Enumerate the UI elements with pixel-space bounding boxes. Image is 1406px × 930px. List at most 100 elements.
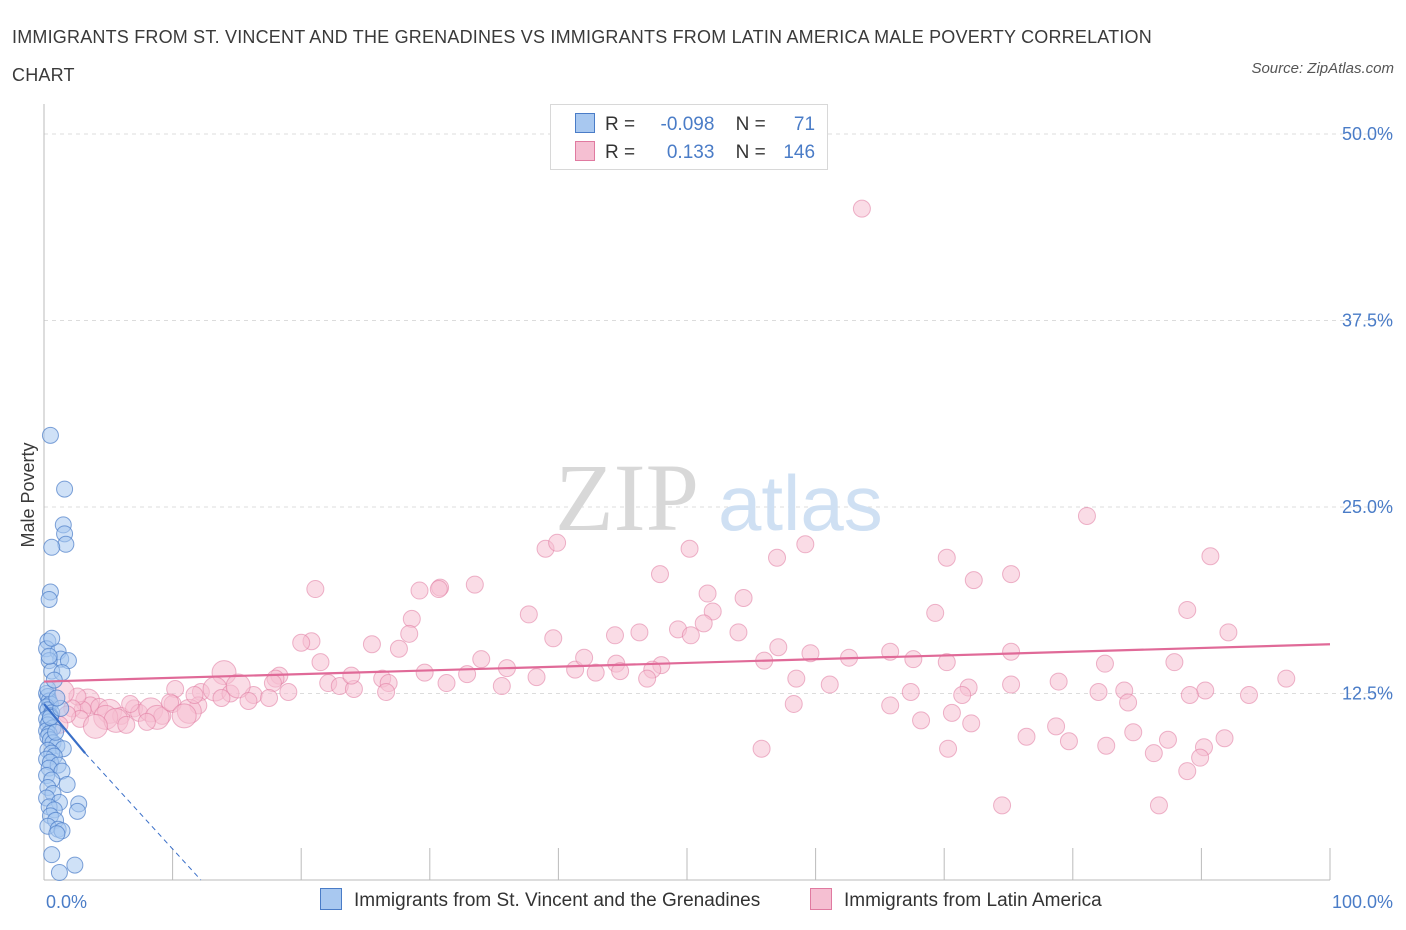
point-latin-america-97 xyxy=(939,739,958,758)
point-st-vincent-61 xyxy=(66,856,84,874)
point-latin-america-94 xyxy=(1158,730,1177,749)
point-latin-america-17 xyxy=(964,571,983,590)
point-latin-america-100 xyxy=(993,796,1012,815)
point-latin-america-2 xyxy=(796,535,815,554)
x-tick-label-0: 0.0% xyxy=(46,892,87,912)
bottom-legend-label-pink: Immigrants from Latin America xyxy=(844,890,1102,911)
bottom-legend-swatch-pink xyxy=(810,888,832,910)
point-latin-america-53 xyxy=(611,662,630,681)
point-st-vincent-70 xyxy=(48,689,66,707)
point-st-vincent-68 xyxy=(40,647,58,665)
point-st-vincent-4 xyxy=(57,535,75,553)
series-latin-america-points xyxy=(49,199,1296,815)
x-tick-labels: 0.0% 100.0% xyxy=(46,892,1393,912)
point-latin-america-42 xyxy=(904,650,923,669)
point-latin-america-23 xyxy=(519,605,538,624)
legend-r-value: 0.133 xyxy=(666,142,715,163)
point-latin-america-91 xyxy=(1215,729,1234,748)
point-latin-america-10 xyxy=(306,580,325,599)
point-latin-america-104 xyxy=(1119,693,1138,712)
point-st-vincent-7 xyxy=(40,591,58,609)
point-latin-america-127 xyxy=(161,693,180,712)
point-latin-america-46 xyxy=(1165,653,1184,672)
point-latin-america-130 xyxy=(212,688,231,707)
legend-n-label: N = xyxy=(735,142,766,163)
x-tick-label-1: 100.0% xyxy=(1332,892,1393,912)
point-latin-america-20 xyxy=(703,602,722,621)
point-latin-america-44 xyxy=(1002,642,1021,661)
point-st-vincent-45 xyxy=(58,776,76,794)
y-tick-label-1: 25.0% xyxy=(1342,497,1393,517)
series-st-vincent-points xyxy=(38,426,88,882)
point-latin-america-59 xyxy=(638,669,657,688)
point-latin-america-61 xyxy=(415,663,434,682)
bottom-legend-swatch-blue xyxy=(320,888,342,910)
point-latin-america-136 xyxy=(121,694,140,713)
legend-r-value: -0.098 xyxy=(660,114,715,135)
point-latin-america-137 xyxy=(137,712,156,731)
point-latin-america-27 xyxy=(681,626,700,645)
point-st-vincent-62 xyxy=(50,864,68,882)
point-latin-america-5 xyxy=(937,548,956,567)
point-latin-america-35 xyxy=(389,639,408,658)
legend-n-value: 146 xyxy=(783,142,816,163)
y-axis-label: Male Poverty xyxy=(18,442,38,547)
point-st-vincent-5 xyxy=(43,538,61,556)
point-latin-america-101 xyxy=(1196,681,1215,700)
bottom-legend-pink: Immigrants from Latin America xyxy=(810,888,1102,912)
point-latin-america-143 xyxy=(437,674,456,693)
watermark-zip: ZIP xyxy=(555,444,699,551)
point-latin-america-40 xyxy=(1095,654,1114,673)
point-latin-america-63 xyxy=(263,674,282,693)
point-latin-america-93 xyxy=(1144,744,1163,763)
watermark-atlas: atlas xyxy=(718,459,883,547)
point-st-vincent-59 xyxy=(48,825,66,843)
point-latin-america-105 xyxy=(1239,685,1258,704)
point-latin-america-88 xyxy=(1059,732,1078,751)
legend-r-label: R = xyxy=(605,142,636,163)
point-latin-america-95 xyxy=(1178,762,1197,781)
bottom-legend-label-blue: Immigrants from St. Vincent and the Gren… xyxy=(354,890,761,911)
trend-line-latin-america xyxy=(43,643,1331,683)
point-latin-america-106 xyxy=(1277,669,1296,688)
point-latin-america-4 xyxy=(680,539,699,558)
point-latin-america-29 xyxy=(605,626,624,645)
point-latin-america-21 xyxy=(694,614,713,633)
y-tick-label-0: 12.5% xyxy=(1342,684,1393,704)
legend-row-pink: R = 0.133 N = 146 xyxy=(575,141,815,165)
point-st-vincent-53 xyxy=(68,802,86,820)
point-latin-america-8 xyxy=(1077,506,1096,525)
point-latin-america-145 xyxy=(527,668,546,687)
point-latin-america-146 xyxy=(575,648,594,667)
point-latin-america-103 xyxy=(953,685,972,704)
point-latin-america-142 xyxy=(342,666,361,685)
point-latin-america-28 xyxy=(729,623,748,642)
y-tick-label-2: 37.5% xyxy=(1342,311,1393,331)
chart-title: IMMIGRANTS FROM ST. VINCENT AND THE GREN… xyxy=(12,27,1152,85)
point-latin-america-140 xyxy=(239,691,258,710)
point-latin-america-26 xyxy=(630,623,649,642)
point-latin-america-25 xyxy=(926,603,945,622)
point-latin-america-12 xyxy=(429,580,448,599)
point-latin-america-3 xyxy=(768,548,787,567)
y-tick-label-3: 50.0% xyxy=(1342,124,1393,144)
legend-swatch-pink xyxy=(575,141,595,161)
point-latin-america-34 xyxy=(362,635,381,654)
y-tick-labels: 12.5% 25.0% 37.5% 50.0% xyxy=(1342,124,1393,704)
point-latin-america-15 xyxy=(650,565,669,584)
point-latin-america-99 xyxy=(1149,796,1168,815)
point-latin-america-22 xyxy=(402,609,421,628)
point-latin-america-0 xyxy=(852,199,871,218)
point-latin-america-107 xyxy=(1180,685,1199,704)
point-latin-america-92 xyxy=(1017,727,1036,746)
point-latin-america-16 xyxy=(698,584,717,603)
point-latin-america-98 xyxy=(752,739,771,758)
point-st-vincent-67 xyxy=(47,723,65,741)
point-latin-america-6 xyxy=(548,533,567,552)
point-latin-america-87 xyxy=(1124,723,1143,742)
point-latin-america-79 xyxy=(1002,675,1021,694)
bottom-legend-blue: Immigrants from St. Vincent and the Gren… xyxy=(320,888,760,912)
point-st-vincent-1 xyxy=(56,480,74,498)
point-latin-america-32 xyxy=(544,629,563,648)
point-latin-america-144 xyxy=(492,677,511,696)
